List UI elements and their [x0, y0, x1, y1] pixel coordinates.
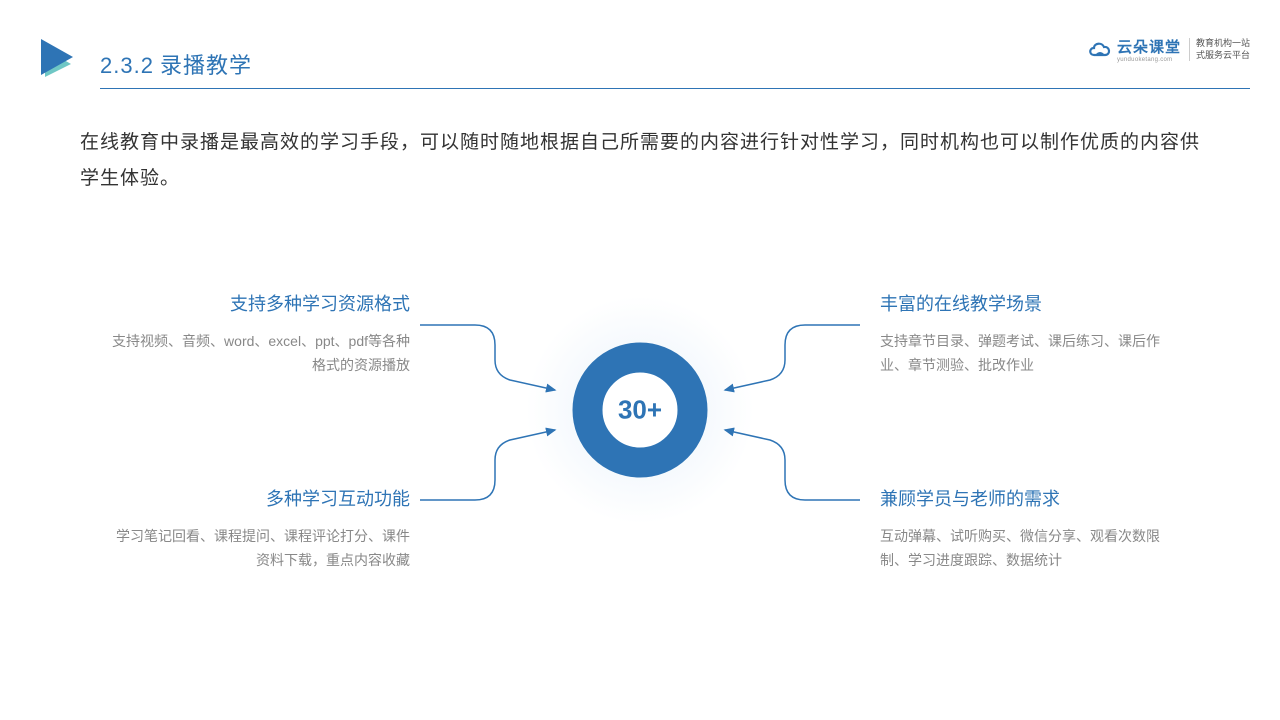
feature-title: 丰富的在线教学场景	[880, 290, 1180, 316]
feature-desc: 支持视频、音频、word、excel、ppt、pdf等各种格式的资源播放	[110, 330, 410, 378]
feature-title: 多种学习互动功能	[110, 485, 410, 511]
feature-desc: 互动弹幕、试听购买、微信分享、观看次数限制、学习进度跟踪、数据统计	[880, 525, 1180, 573]
tagline-line1: 教育机构一站	[1196, 38, 1250, 50]
tagline-line2: 式服务云平台	[1196, 50, 1250, 62]
cloud-icon	[1087, 41, 1113, 59]
intro-paragraph: 在线教育中录播是最高效的学习手段，可以随时随地根据自己所需要的内容进行针对性学习…	[80, 125, 1200, 197]
play-icon	[35, 35, 83, 88]
brand-sub: yunduoketang.com	[1117, 57, 1181, 63]
center-ring: 30+	[573, 343, 708, 478]
brand-tagline: 教育机构一站 式服务云平台	[1189, 38, 1250, 61]
feature-bottom-right: 兼顾学员与老师的需求 互动弹幕、试听购买、微信分享、观看次数限制、学习进度跟踪、…	[880, 485, 1180, 573]
slide-header: 2.3.2录播教学 云朵课堂 yunduoketang.com 教育机构一站 式…	[0, 30, 1280, 95]
brand-name: 云朵课堂	[1117, 36, 1181, 57]
section-number: 2.3.2	[100, 53, 154, 78]
center-label: 30+	[618, 395, 662, 426]
title-underline	[100, 88, 1250, 89]
feature-bottom-left: 多种学习互动功能 学习笔记回看、课程提问、课程评论打分、课件资料下载，重点内容收…	[110, 485, 410, 573]
section-title-text: 录播教学	[160, 53, 252, 78]
section-title: 2.3.2录播教学	[100, 48, 252, 80]
feature-top-left: 支持多种学习资源格式 支持视频、音频、word、excel、ppt、pdf等各种…	[110, 290, 410, 378]
feature-title: 兼顾学员与老师的需求	[880, 485, 1180, 511]
feature-title: 支持多种学习资源格式	[110, 290, 410, 316]
feature-top-right: 丰富的在线教学场景 支持章节目录、弹题考试、课后练习、课后作业、章节测验、批改作…	[880, 290, 1180, 378]
feature-desc: 学习笔记回看、课程提问、课程评论打分、课件资料下载，重点内容收藏	[110, 525, 410, 573]
feature-diagram: 30+ 支持多种学习资源格式 支持视频、音频、word、excel、ppt、pd…	[0, 250, 1280, 720]
feature-desc: 支持章节目录、弹题考试、课后练习、课后作业、章节测验、批改作业	[880, 330, 1180, 378]
brand-logo: 云朵课堂 yunduoketang.com 教育机构一站 式服务云平台	[1087, 36, 1250, 63]
